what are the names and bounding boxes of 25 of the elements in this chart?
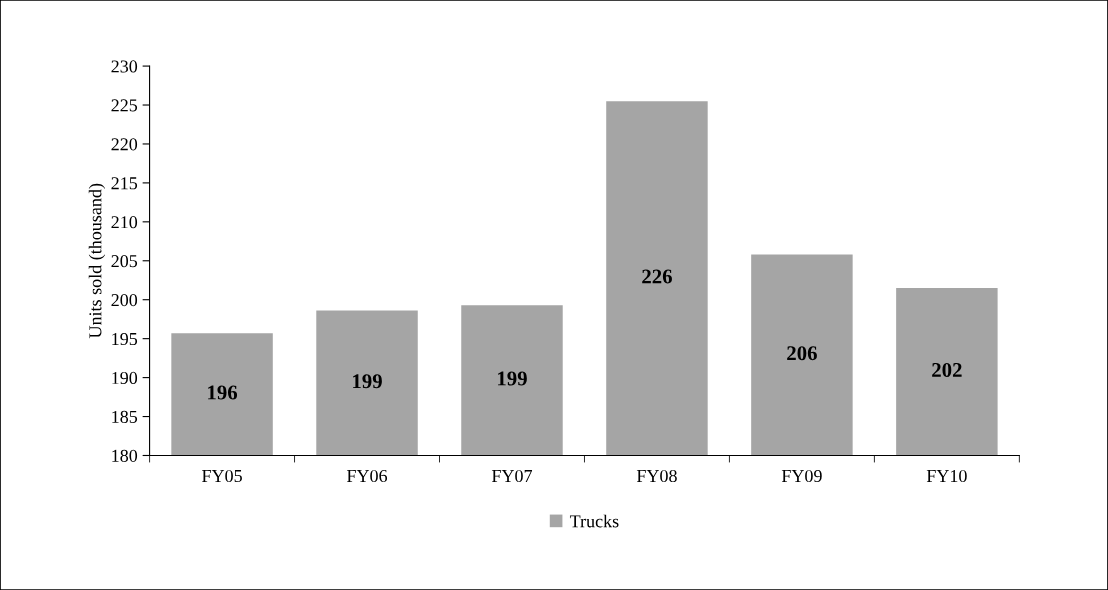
x-tick-label: FY07 [491, 469, 533, 483]
legend-label: Trucks [569, 514, 619, 528]
x-tick-label: FY06 [346, 469, 388, 483]
y-tick-label: 225 [111, 99, 138, 112]
y-tick-label: 185 [112, 410, 138, 423]
y-tick-label: 180 [112, 449, 138, 462]
x-tick-label: FY09 [781, 469, 822, 483]
y-tick-label: 215 [111, 177, 138, 190]
data-label: 206 [787, 346, 817, 361]
data-label: 199 [353, 374, 382, 389]
y-tick-label: 200 [111, 293, 138, 307]
x-tick-label: FY10 [926, 469, 967, 483]
x-tick-label: FY08 [636, 469, 677, 483]
data-label: 202 [932, 362, 962, 377]
data-label: 226 [642, 269, 672, 284]
y-tick-label: 190 [112, 371, 138, 385]
y-tick-label: 205 [111, 255, 138, 268]
data-label: 199 [498, 371, 527, 386]
x-tick-label: FY05 [202, 469, 242, 483]
data-label: 196 [208, 385, 238, 400]
y-tick-label: 220 [111, 138, 138, 151]
y-tick-label: 210 [111, 216, 138, 229]
y-axis-title: Units sold (thousand) [88, 183, 106, 339]
y-tick-label: 195 [112, 332, 138, 346]
y-tick-label: 230 [111, 60, 138, 73]
